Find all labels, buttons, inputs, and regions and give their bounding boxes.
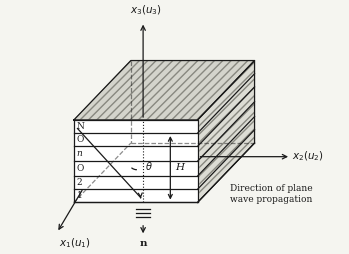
Text: Direction of plane
wave propagation: Direction of plane wave propagation: [230, 184, 313, 204]
Text: H: H: [175, 163, 184, 172]
Text: $x_2(u_2)$: $x_2(u_2)$: [292, 150, 324, 164]
Text: O: O: [77, 164, 84, 173]
Text: 2: 2: [77, 178, 82, 187]
Text: $x_1(u_1)$: $x_1(u_1)$: [59, 236, 91, 250]
Text: n: n: [77, 149, 82, 158]
Text: N: N: [77, 122, 84, 131]
Text: n: n: [139, 239, 147, 248]
Text: 1: 1: [77, 191, 82, 200]
Polygon shape: [198, 60, 254, 202]
Text: O: O: [77, 135, 84, 144]
Polygon shape: [74, 120, 198, 202]
Text: $\theta$: $\theta$: [145, 160, 153, 172]
Polygon shape: [74, 60, 254, 120]
Text: $x_3(u_3)$: $x_3(u_3)$: [129, 3, 162, 17]
